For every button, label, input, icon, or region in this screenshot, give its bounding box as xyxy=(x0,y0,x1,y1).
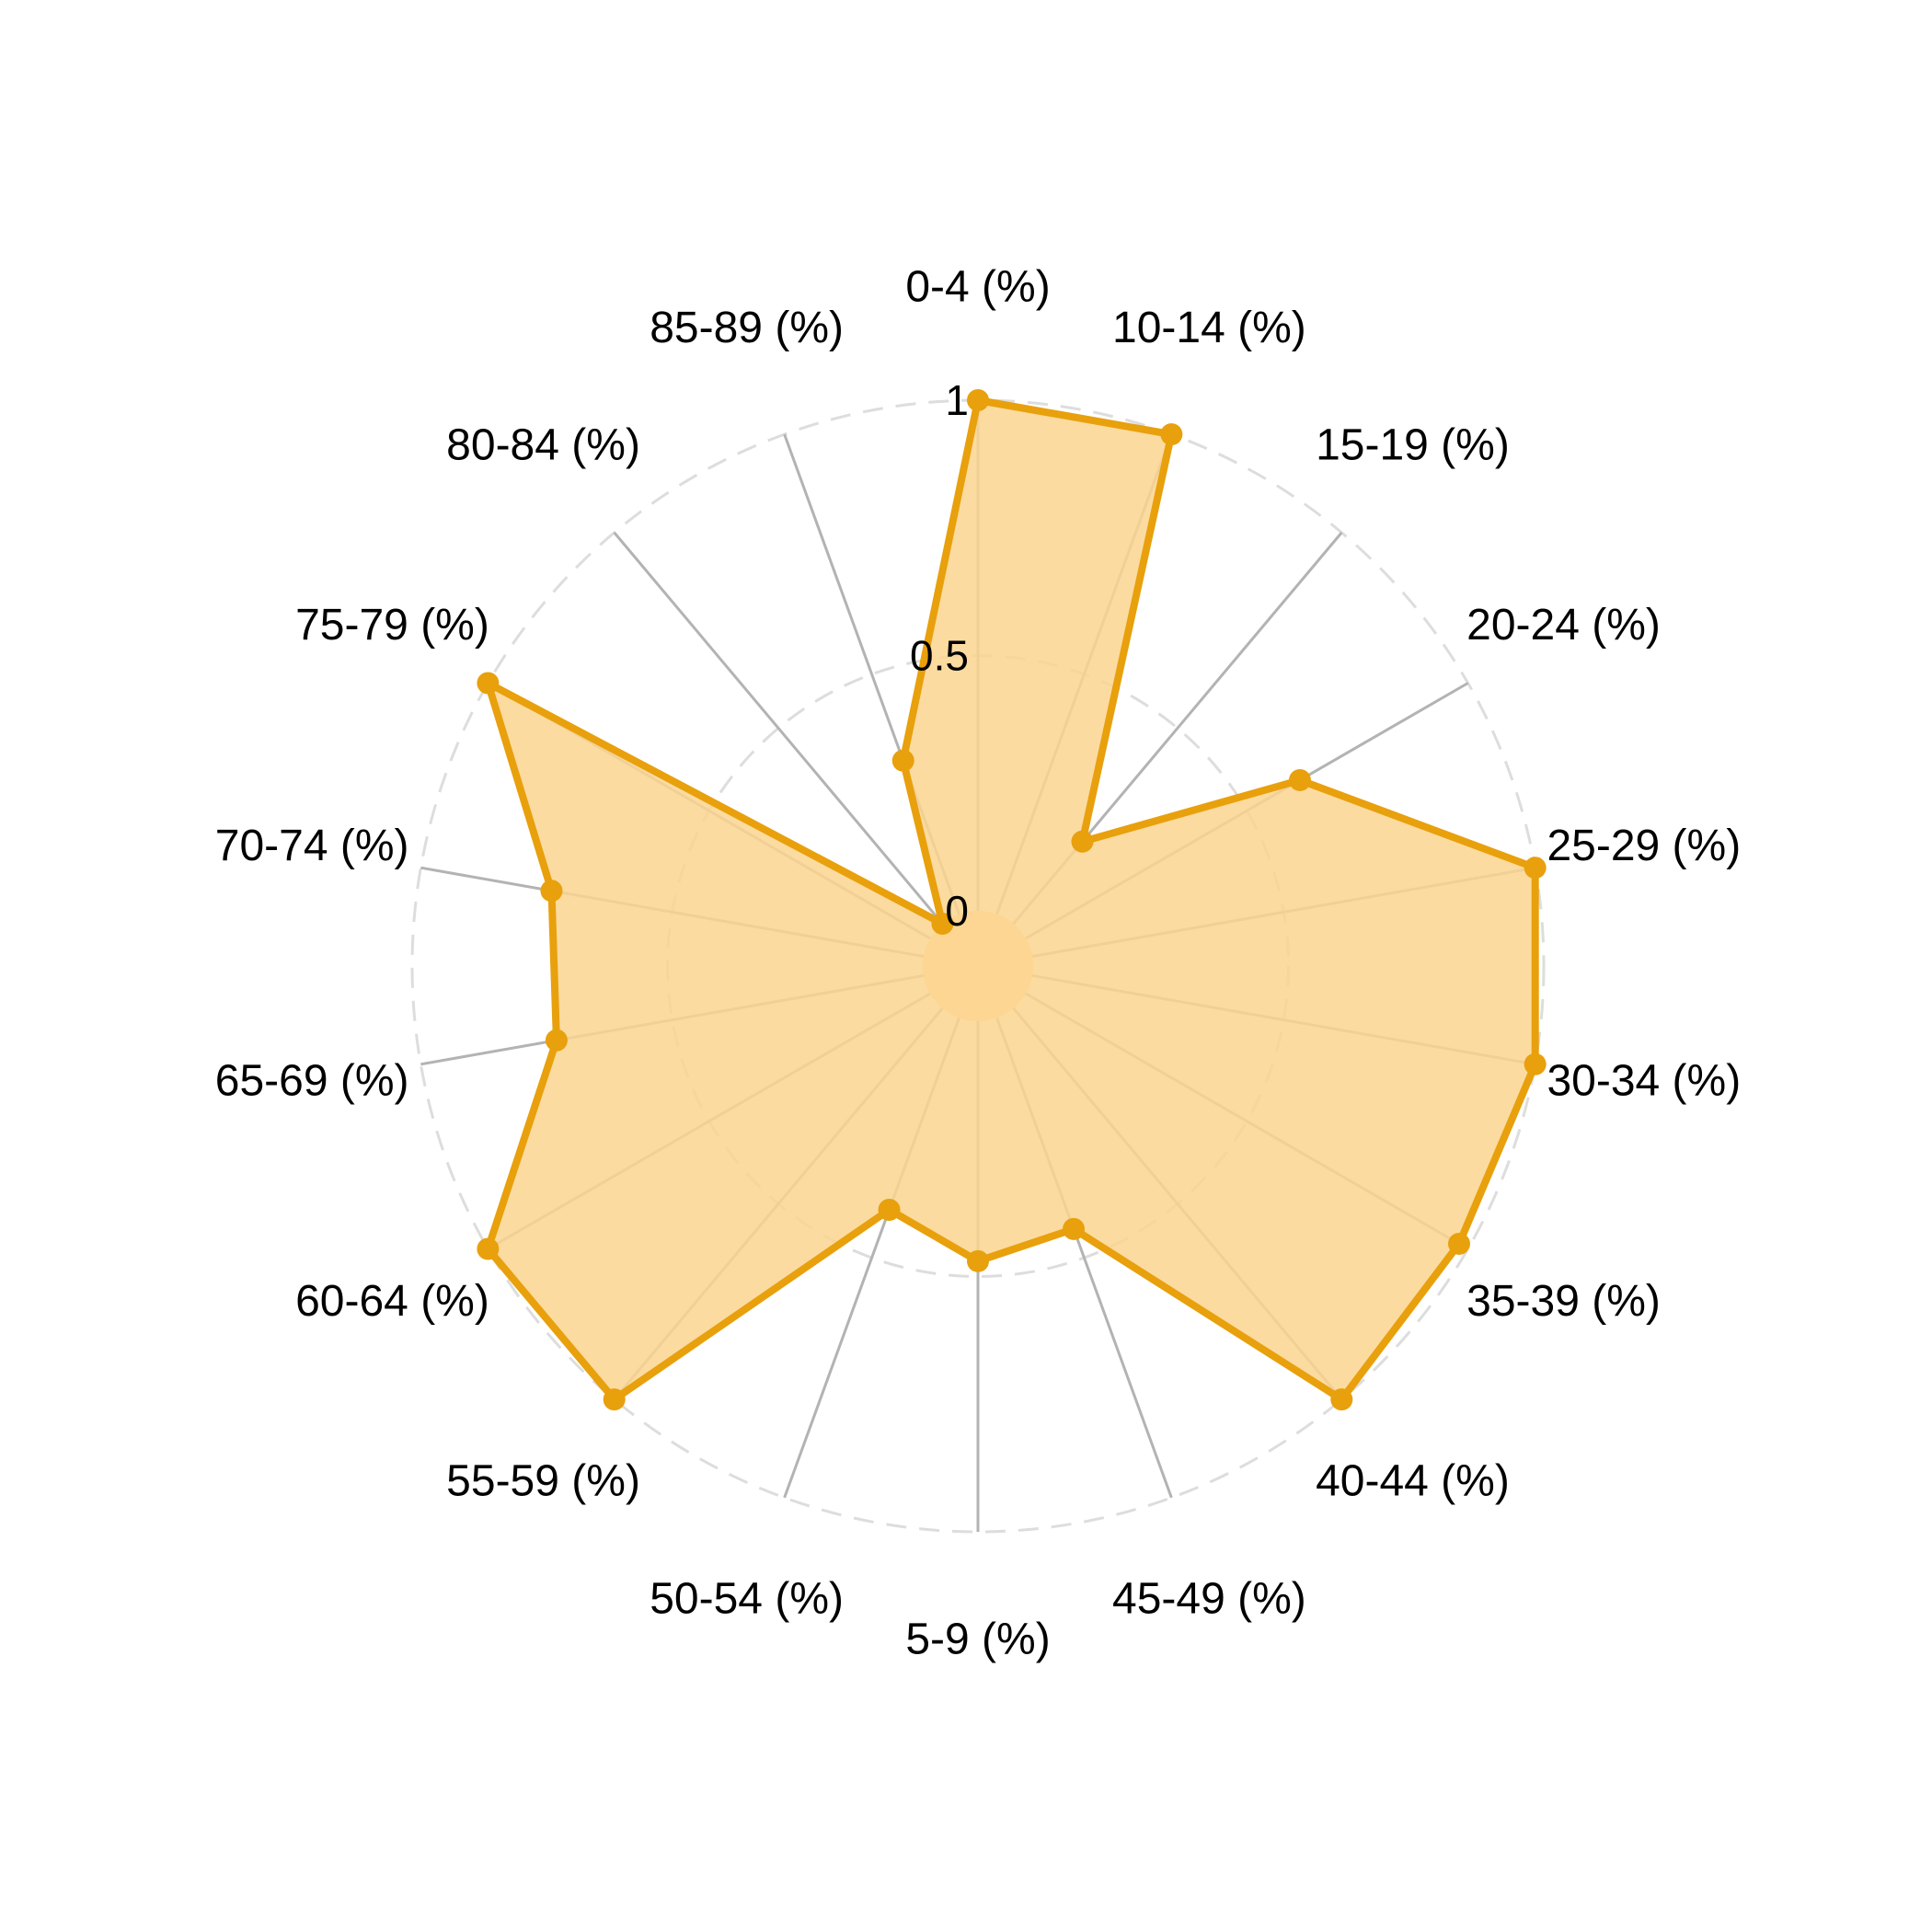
spoke-line xyxy=(613,531,944,926)
radial-tick-label: 1 xyxy=(945,376,969,424)
data-point xyxy=(1524,857,1547,880)
data-point xyxy=(1447,1232,1470,1255)
data-point xyxy=(545,1029,568,1052)
category-label: 55-59 (%) xyxy=(446,1457,640,1506)
series-layer xyxy=(477,389,1547,1411)
category-label: 70-74 (%) xyxy=(215,822,409,870)
series-center-fill xyxy=(923,911,1033,1021)
data-point xyxy=(1071,830,1094,853)
category-label: 40-44 (%) xyxy=(1316,1457,1510,1506)
category-label: 85-89 (%) xyxy=(650,304,844,352)
data-point xyxy=(891,749,914,772)
data-point xyxy=(878,1198,901,1221)
category-label: 20-24 (%) xyxy=(1466,601,1661,650)
category-label: 0-4 (%) xyxy=(905,263,1050,312)
category-label: 80-84 (%) xyxy=(446,421,640,470)
category-label: 50-54 (%) xyxy=(650,1574,844,1623)
category-label: 45-49 (%) xyxy=(1112,1574,1306,1623)
category-label: 30-34 (%) xyxy=(1547,1056,1741,1105)
data-point xyxy=(967,389,989,411)
data-point xyxy=(603,1388,626,1411)
data-point xyxy=(540,880,563,903)
data-point xyxy=(1524,1052,1547,1075)
data-point xyxy=(1063,1217,1086,1240)
label-layer: 0-4 (%) 10-14 (%) 15-19 (%) 20-24 (%) 25-29 … xyxy=(215,263,1741,1664)
data-point xyxy=(1330,1388,1353,1411)
category-label: 25-29 (%) xyxy=(1547,822,1741,870)
radial-tick-label: 0.5 xyxy=(910,632,969,680)
category-label: 15-19 (%) xyxy=(1316,421,1510,470)
category-label: 65-69 (%) xyxy=(215,1056,409,1105)
data-point xyxy=(477,672,500,695)
data-point xyxy=(1288,768,1311,791)
series-area xyxy=(488,400,1535,1400)
data-point xyxy=(1160,423,1183,446)
category-label: 75-79 (%) xyxy=(295,601,489,650)
tick-layer: 00.51 xyxy=(910,376,969,935)
category-label: 10-14 (%) xyxy=(1112,304,1306,352)
data-point xyxy=(477,1237,500,1260)
category-label: 35-39 (%) xyxy=(1466,1277,1661,1326)
data-point xyxy=(967,1249,989,1272)
data-point xyxy=(931,913,954,936)
category-label: 60-64 (%) xyxy=(295,1277,489,1326)
category-label: 5-9 (%) xyxy=(905,1616,1050,1664)
radial-tick-label: 0 xyxy=(945,887,969,935)
